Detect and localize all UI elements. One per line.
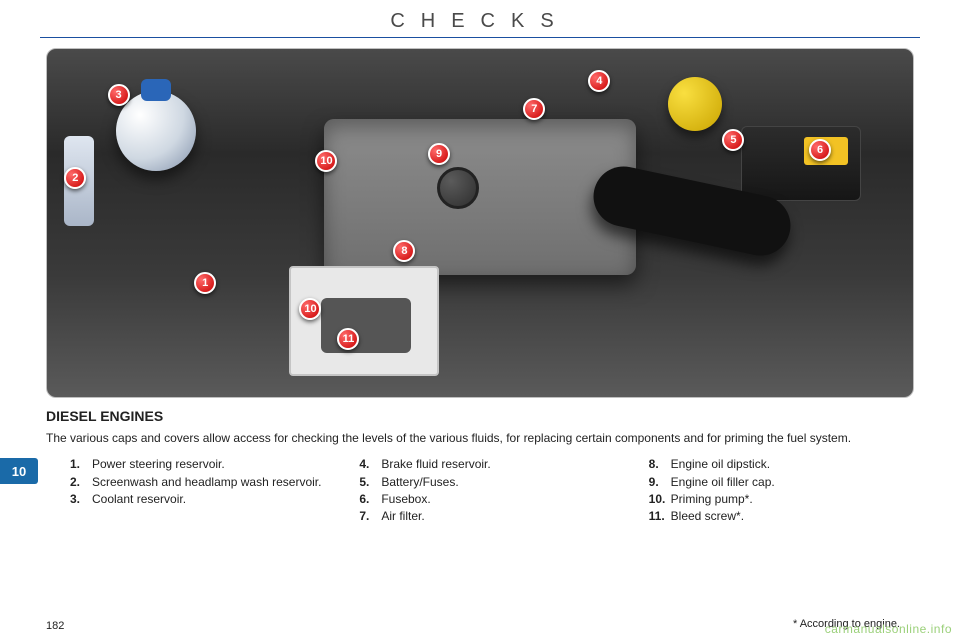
brake-fluid-cap-shape: [668, 77, 722, 131]
list-item-text: Bleed screw*.: [671, 508, 744, 525]
list-item: 3.Coolant reservoir.: [70, 491, 335, 508]
list-item-text: Battery/Fuses.: [381, 474, 458, 491]
column-1: 1.Power steering reservoir.2.Screenwash …: [70, 456, 335, 526]
list-item-number: 4.: [359, 456, 381, 473]
callout-marker-7: 7: [523, 98, 545, 120]
coolant-reservoir-shape: [116, 91, 196, 171]
list-item: 7.Air filter.: [359, 508, 624, 525]
list-columns: 10 1.Power steering reservoir.2.Screenwa…: [0, 456, 960, 526]
callout-marker-9: 9: [428, 143, 450, 165]
engine-block-shape: [324, 119, 636, 276]
oil-filler-cap-shape: [437, 167, 479, 209]
list-item-number: 8.: [649, 456, 671, 473]
list-item: 4.Brake fluid reservoir.: [359, 456, 624, 473]
list-item-text: Engine oil dipstick.: [671, 456, 770, 473]
list-item-number: 2.: [70, 474, 92, 491]
list-item-number: 7.: [359, 508, 381, 525]
fusebox-shape: [741, 126, 861, 201]
page-header: CHECKS: [0, 0, 960, 37]
header-rule: [40, 37, 920, 38]
inset-marker-10: 10: [299, 298, 321, 320]
list-item: 10.Priming pump*.: [649, 491, 914, 508]
list-item-number: 1.: [70, 456, 92, 473]
list-item-number: 10.: [649, 491, 671, 508]
list-item: 11.Bleed screw*.: [649, 508, 914, 525]
inset-detail: 1011: [289, 266, 439, 376]
list-item: 5.Battery/Fuses.: [359, 474, 624, 491]
list-item: 8.Engine oil dipstick.: [649, 456, 914, 473]
list-item: 1.Power steering reservoir.: [70, 456, 335, 473]
list-item: 6.Fusebox.: [359, 491, 624, 508]
page-number: 182: [46, 620, 64, 632]
list-item: 9.Engine oil filler cap.: [649, 474, 914, 491]
list-item-text: Power steering reservoir.: [92, 456, 225, 473]
list-item-text: Priming pump*.: [671, 491, 753, 508]
callout-marker-4: 4: [588, 70, 610, 92]
watermark: carmanualsonline.info: [825, 622, 952, 636]
section-title: DIESEL ENGINES: [46, 408, 914, 424]
list-item-number: 6.: [359, 491, 381, 508]
callout-marker-3: 3: [108, 84, 130, 106]
callout-marker-1: 1: [194, 272, 216, 294]
list-item-text: Fusebox.: [381, 491, 430, 508]
list-item: 2.Screenwash and headlamp wash reservoir…: [70, 474, 335, 491]
list-item-number: 11.: [649, 508, 671, 525]
chapter-tab: 10: [0, 458, 38, 484]
intro-text: The various caps and covers allow access…: [46, 430, 914, 446]
list-item-number: 9.: [649, 474, 671, 491]
list-item-number: 5.: [359, 474, 381, 491]
list-item-number: 3.: [70, 491, 92, 508]
list-item-text: Brake fluid reservoir.: [381, 456, 490, 473]
list-item-text: Engine oil filler cap.: [671, 474, 775, 491]
column-2: 4.Brake fluid reservoir.5.Battery/Fuses.…: [359, 456, 624, 526]
list-item-text: Air filter.: [381, 508, 424, 525]
engine-illustration: 1011 12345678910: [46, 48, 914, 398]
inset-body-shape: [321, 298, 411, 353]
list-item-text: Coolant reservoir.: [92, 491, 186, 508]
column-3: 8.Engine oil dipstick.9.Engine oil fille…: [649, 456, 914, 526]
list-item-text: Screenwash and headlamp wash reservoir.: [92, 474, 321, 491]
